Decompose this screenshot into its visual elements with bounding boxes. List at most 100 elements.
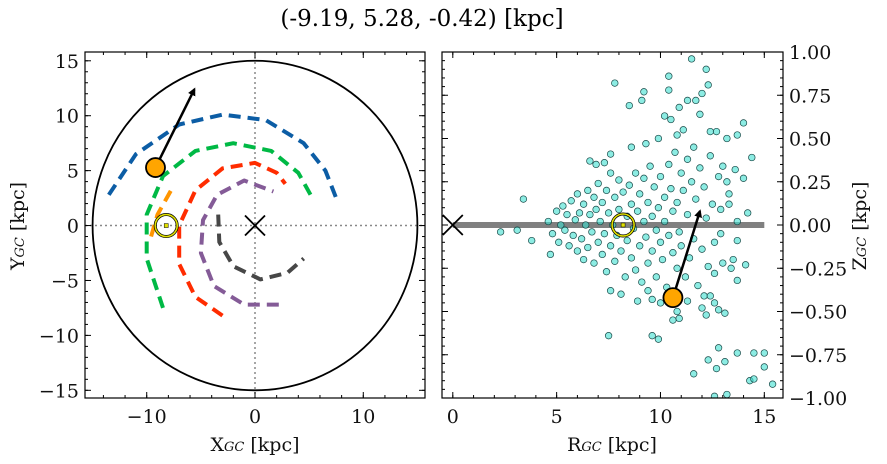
right-plot-area [442,55,777,398]
scatter-point [567,197,575,205]
galaxy-boundary-circle [91,59,419,392]
scatter-point [683,155,692,163]
scatter-point [733,349,741,357]
scatter-point [627,254,636,262]
scatter-point [611,79,619,87]
scatter-point [579,200,588,208]
scatter-point [625,101,633,110]
spiral-arm [198,178,279,307]
y-tick-label: −15 [39,380,79,402]
y-tick-label: 10 [55,106,79,128]
scatter-point [692,96,700,105]
left-x-axis-label: XGC [kpc] [210,434,299,456]
x-tick-label: 15 [752,406,776,428]
scatter-point [636,190,644,198]
scatter-point [712,127,721,136]
scatter-point [602,268,611,276]
scatter-point [675,314,683,323]
scatter-point [679,126,687,134]
scatter-point [642,140,650,148]
scatter-point [592,160,600,169]
scatter-point [706,127,714,136]
scatter-point [679,186,687,195]
scatter-point [604,332,613,340]
scatter-point [577,235,586,243]
galactic-center-marker [244,214,266,237]
scatter-point [683,210,692,219]
scatter-point [721,358,729,366]
scatter-point [640,88,648,96]
scatter-point [665,72,673,80]
scatter-point [700,292,708,300]
left-plot-area [85,52,425,398]
scatter-point [652,273,660,281]
scatter-point [725,190,733,198]
scatter-point [617,247,625,255]
scatter-point [648,212,656,220]
scatter-point [683,297,692,305]
scatter-point [681,273,690,281]
velocity-arrow [671,209,702,299]
scatter-point [586,157,594,165]
galactic-center-marker [442,214,464,236]
y-tick-label: 0.25 [789,172,831,194]
scatter-point [631,169,640,177]
scatter-point [590,259,598,267]
scatter-point [673,131,681,139]
scatter-point [723,134,731,143]
scatter-point [760,363,768,371]
scatter-point [646,162,654,170]
x-tick-label: 10 [648,406,672,428]
scatter-point [748,153,756,162]
scatter-point [706,292,714,300]
sun-marker-dot [163,223,169,228]
scatter-point [733,131,741,139]
scatter-point [552,207,561,215]
scatter-point [658,255,667,264]
scatter-point [584,243,592,252]
scatter-point [588,228,596,236]
scatter-point [677,242,685,250]
scatter-point [631,266,640,274]
scatter-point [606,150,615,158]
scatter-point [656,299,665,307]
scatter-point [557,221,565,229]
scatter-point [760,349,768,357]
scatter-point [690,370,698,378]
scatter-point [692,195,700,203]
scatter-point [687,178,696,186]
scatter-point [673,307,681,316]
scatter-point [696,110,704,118]
scatter-point [671,148,679,156]
scatter-point [615,176,623,184]
scatter-point [606,287,615,295]
scatter-point [667,185,675,193]
scatter-point [598,250,606,259]
scatter-point [544,217,552,226]
scatter-point [698,304,706,312]
scatter-point [708,200,717,208]
scatter-point [648,295,656,304]
scatter-point [633,297,642,305]
scatter-point [565,242,573,250]
scatter-point [665,86,673,94]
scatter-point [594,238,602,246]
scatter-point [582,221,590,229]
scatter-point [677,169,685,177]
y-tick-label: 5 [67,161,79,183]
scatter-point [623,236,631,245]
scatter-point [569,231,577,240]
scatter-point [559,202,567,210]
scatter-point [621,273,629,281]
target-marker [145,157,166,178]
y-tick-label: 0.75 [789,85,831,107]
scatter-point [719,162,727,170]
scatter-point [584,186,592,195]
scatter-point [723,178,731,186]
scatter-point [727,264,735,272]
scatter-point [704,262,712,271]
spiral-arm [177,160,287,318]
scatter-point [654,134,663,143]
scatter-point [673,264,681,272]
